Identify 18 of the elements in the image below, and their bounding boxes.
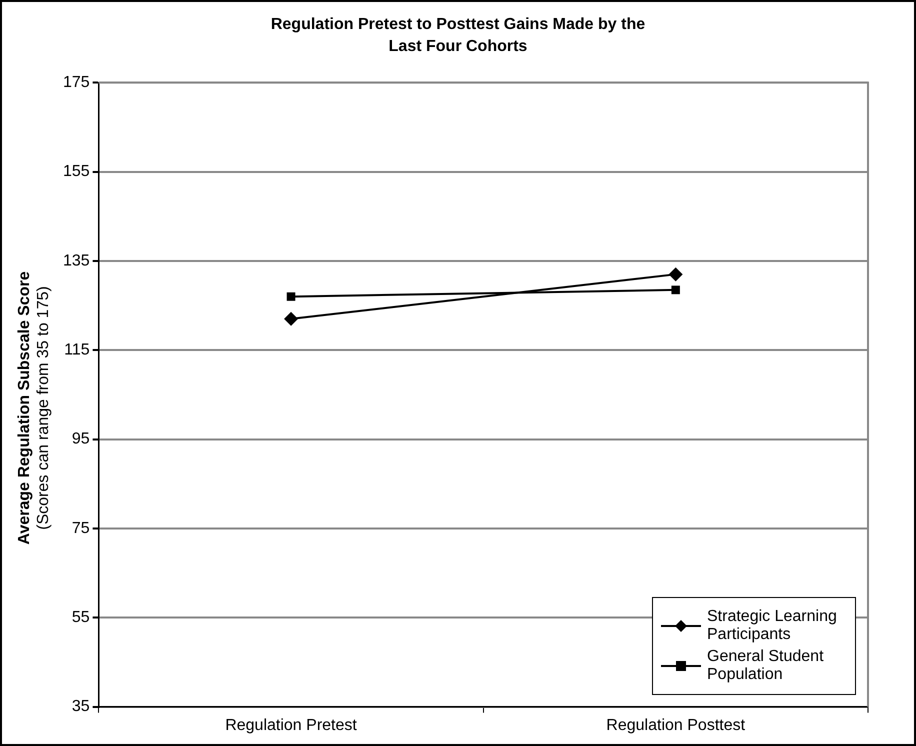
y-tick-label: 55: [72, 609, 90, 626]
x-tick-label: Regulation Posttest: [606, 716, 746, 734]
chart-title: Regulation Pretest to Posttest Gains Made by the Last Four Cohorts: [270, 15, 646, 57]
y-tick-label: 155: [62, 163, 90, 180]
legend-label: Strategic Learning Participants: [707, 608, 838, 644]
point: [286, 292, 296, 301]
legend-label: General Student Population: [707, 648, 825, 684]
point: [284, 312, 298, 326]
y-tick-label: 175: [62, 74, 90, 92]
x-tick-label: Regulation Pretest: [225, 716, 358, 734]
y-tick-label: 115: [64, 342, 90, 359]
point: [671, 286, 680, 294]
y-tick-label: 95: [72, 430, 90, 448]
y-tick-label: 35: [72, 698, 90, 716]
y-axis-title: Average Regulation Subscale Score (Scores can range from 35 to 175): [15, 270, 53, 547]
y-tick-label: 75: [72, 520, 90, 537]
y-tick-label: 135: [62, 252, 90, 270]
point: [668, 267, 683, 282]
